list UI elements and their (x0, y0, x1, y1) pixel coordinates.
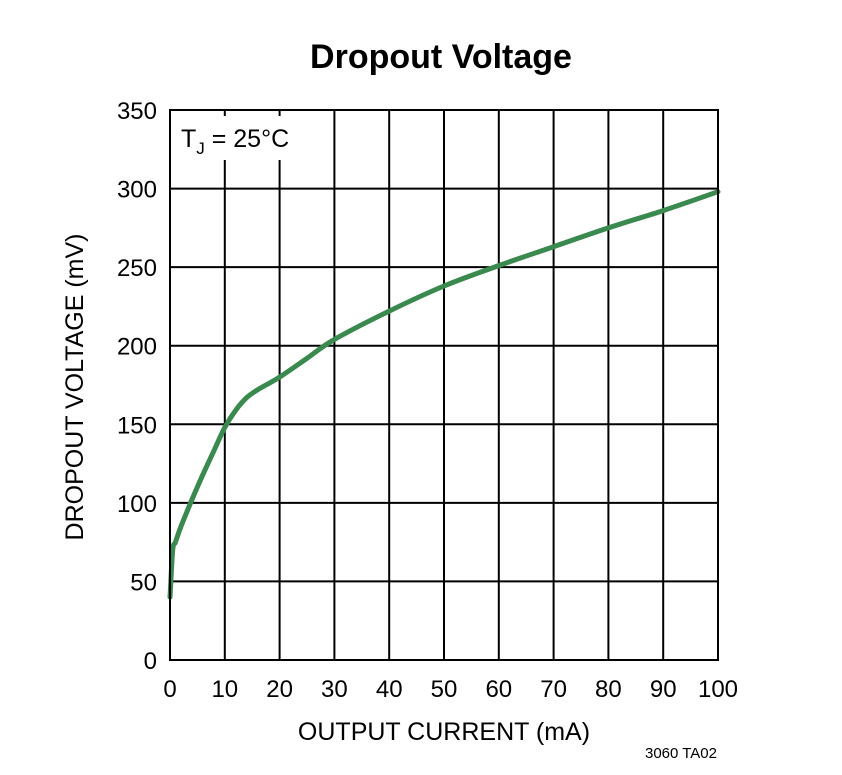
figure-code: 3060 TA02 (645, 745, 717, 762)
x-tick-label: 20 (266, 676, 293, 703)
y-tick-label: 300 (117, 177, 157, 204)
x-tick-label: 30 (321, 676, 348, 703)
y-tick-label: 50 (130, 569, 157, 596)
y-tick-label: 0 (144, 648, 157, 675)
x-tick-label: 40 (376, 676, 403, 703)
x-tick-label: 90 (650, 676, 677, 703)
x-tick-label: 60 (485, 676, 512, 703)
x-tick-label: 70 (540, 676, 567, 703)
annotation-value: = 25°C (205, 125, 289, 153)
annotation-background (172, 116, 306, 160)
grid (170, 110, 718, 660)
x-tick-label: 100 (698, 676, 738, 703)
y-tick-labels: 0 50 100 150 200 250 300 350 (117, 98, 157, 675)
y-axis-label: DROPOUT VOLTAGE (mV) (61, 234, 89, 541)
annotation-t: T (181, 125, 196, 153)
y-tick-label: 350 (117, 98, 157, 125)
annotation-text: TJ = 25°C (181, 125, 289, 158)
y-tick-label: 150 (117, 412, 157, 439)
x-tick-labels: 0 10 20 30 40 50 60 70 80 90 100 (163, 676, 738, 703)
plot-frame (169, 109, 719, 661)
x-tick-label: 10 (211, 676, 238, 703)
y-tick-label: 250 (117, 255, 157, 282)
y-tick-label: 100 (117, 491, 157, 518)
y-tick-label: 200 (117, 334, 157, 361)
dropout-voltage-line (167, 189, 721, 600)
temperature-annotation: TJ = 25°C (172, 116, 306, 160)
x-tick-label: 50 (431, 676, 458, 703)
x-axis-label: OUTPUT CURRENT (mA) (298, 718, 590, 746)
x-tick-label: 0 (163, 676, 176, 703)
chart-title: Dropout Voltage (310, 38, 572, 76)
x-tick-label: 80 (595, 676, 622, 703)
annotation-subscript: J (196, 139, 205, 158)
